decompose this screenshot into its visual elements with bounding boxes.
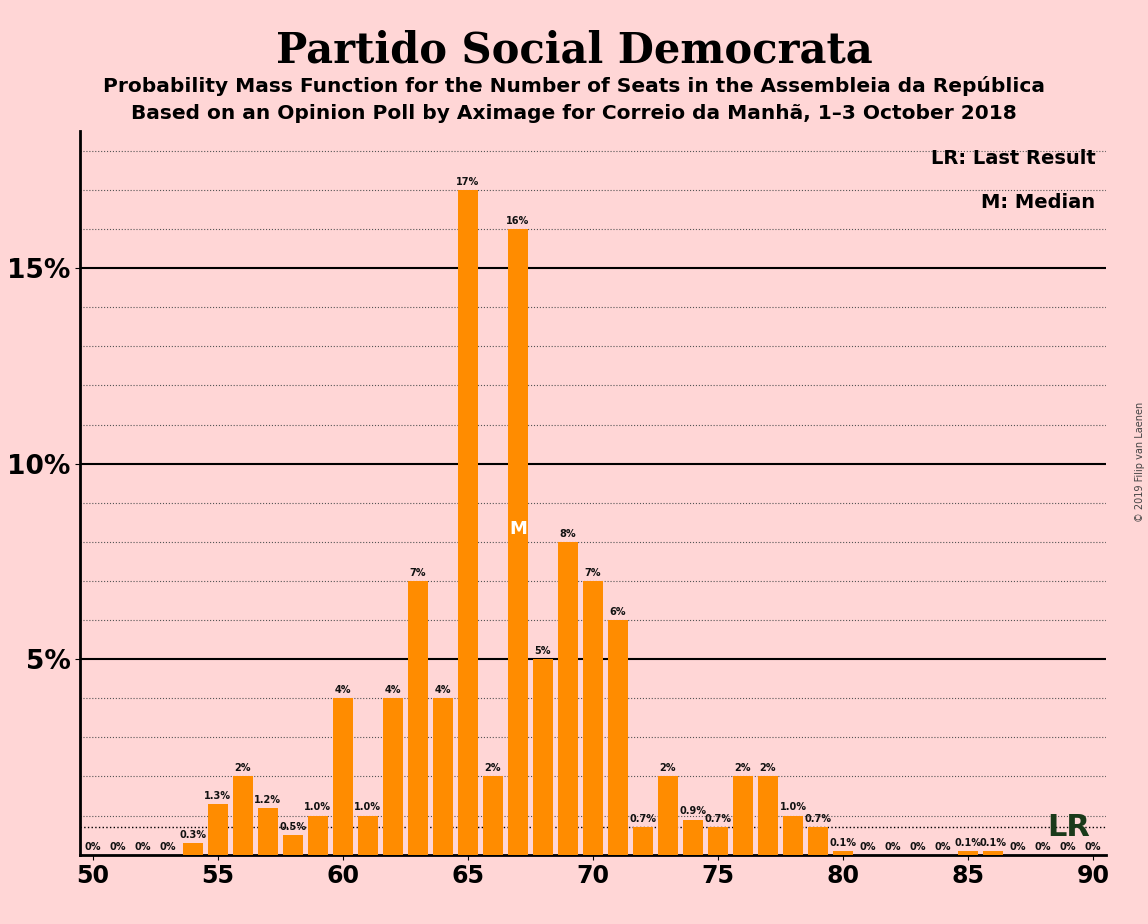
Text: 0.7%: 0.7% — [805, 814, 831, 824]
Text: 2%: 2% — [484, 763, 502, 773]
Text: 0.3%: 0.3% — [179, 830, 207, 840]
Text: 0.7%: 0.7% — [705, 814, 731, 824]
Bar — [732, 776, 753, 855]
Text: 1.0%: 1.0% — [779, 802, 807, 812]
Text: 0%: 0% — [909, 842, 926, 852]
Text: 0%: 0% — [860, 842, 876, 852]
Text: Probability Mass Function for the Number of Seats in the Assembleia da República: Probability Mass Function for the Number… — [103, 76, 1045, 96]
Text: 2%: 2% — [660, 763, 676, 773]
Bar — [957, 851, 978, 855]
Text: 4%: 4% — [335, 685, 351, 695]
Text: 8%: 8% — [559, 529, 576, 539]
Text: M: Median: M: Median — [982, 193, 1095, 212]
Bar — [683, 820, 703, 855]
Text: 17%: 17% — [456, 176, 480, 187]
Text: Partido Social Democrata: Partido Social Democrata — [276, 30, 872, 71]
Bar — [433, 699, 453, 855]
Text: 5%: 5% — [535, 646, 551, 656]
Text: 0%: 0% — [134, 842, 152, 852]
Bar — [333, 699, 352, 855]
Text: 0%: 0% — [160, 842, 176, 852]
Text: 0%: 0% — [1060, 842, 1077, 852]
Bar — [558, 541, 577, 855]
Bar — [633, 827, 653, 855]
Text: 16%: 16% — [506, 216, 529, 225]
Bar — [282, 835, 303, 855]
Text: 0.1%: 0.1% — [830, 838, 856, 847]
Text: M: M — [509, 520, 527, 539]
Text: 0%: 0% — [885, 842, 901, 852]
Text: 0.1%: 0.1% — [979, 838, 1007, 847]
Bar — [658, 776, 678, 855]
Text: © 2019 Filip van Laenen: © 2019 Filip van Laenen — [1134, 402, 1145, 522]
Bar — [408, 581, 428, 855]
Text: 0%: 0% — [1010, 842, 1026, 852]
Text: 6%: 6% — [610, 607, 626, 617]
Bar — [583, 581, 603, 855]
Text: 0%: 0% — [934, 842, 952, 852]
Text: 0%: 0% — [1034, 842, 1052, 852]
Bar — [308, 816, 328, 855]
Text: LR: Last Result: LR: Last Result — [931, 150, 1095, 168]
Bar — [708, 827, 728, 855]
Text: 0.5%: 0.5% — [279, 822, 307, 832]
Text: 7%: 7% — [584, 568, 602, 578]
Text: LR: LR — [1047, 813, 1091, 842]
Bar — [808, 827, 828, 855]
Text: 2%: 2% — [760, 763, 776, 773]
Bar — [358, 816, 378, 855]
Text: 4%: 4% — [435, 685, 451, 695]
Text: 1.0%: 1.0% — [304, 802, 332, 812]
Text: 0.7%: 0.7% — [629, 814, 657, 824]
Bar — [383, 699, 403, 855]
Bar — [458, 189, 478, 855]
Bar — [758, 776, 778, 855]
Bar — [533, 659, 553, 855]
Text: 4%: 4% — [385, 685, 401, 695]
Text: 0.1%: 0.1% — [954, 838, 982, 847]
Text: 2%: 2% — [735, 763, 751, 773]
Bar — [233, 776, 253, 855]
Text: 1.2%: 1.2% — [255, 795, 281, 805]
Text: 0%: 0% — [109, 842, 126, 852]
Text: 0%: 0% — [1085, 842, 1101, 852]
Text: Based on an Opinion Poll by Aximage for Correio da Manhã, 1–3 October 2018: Based on an Opinion Poll by Aximage for … — [131, 104, 1017, 124]
Bar — [983, 851, 1003, 855]
Text: 2%: 2% — [234, 763, 251, 773]
Bar — [783, 816, 802, 855]
Text: 1.3%: 1.3% — [204, 791, 232, 801]
Bar — [258, 808, 278, 855]
Text: 0.9%: 0.9% — [680, 807, 706, 817]
Bar — [183, 843, 203, 855]
Text: 1.0%: 1.0% — [355, 802, 381, 812]
Bar — [608, 620, 628, 855]
Text: 0%: 0% — [85, 842, 101, 852]
Bar — [208, 804, 228, 855]
Bar — [507, 229, 528, 855]
Bar — [833, 851, 853, 855]
Text: 7%: 7% — [410, 568, 426, 578]
Bar — [483, 776, 503, 855]
